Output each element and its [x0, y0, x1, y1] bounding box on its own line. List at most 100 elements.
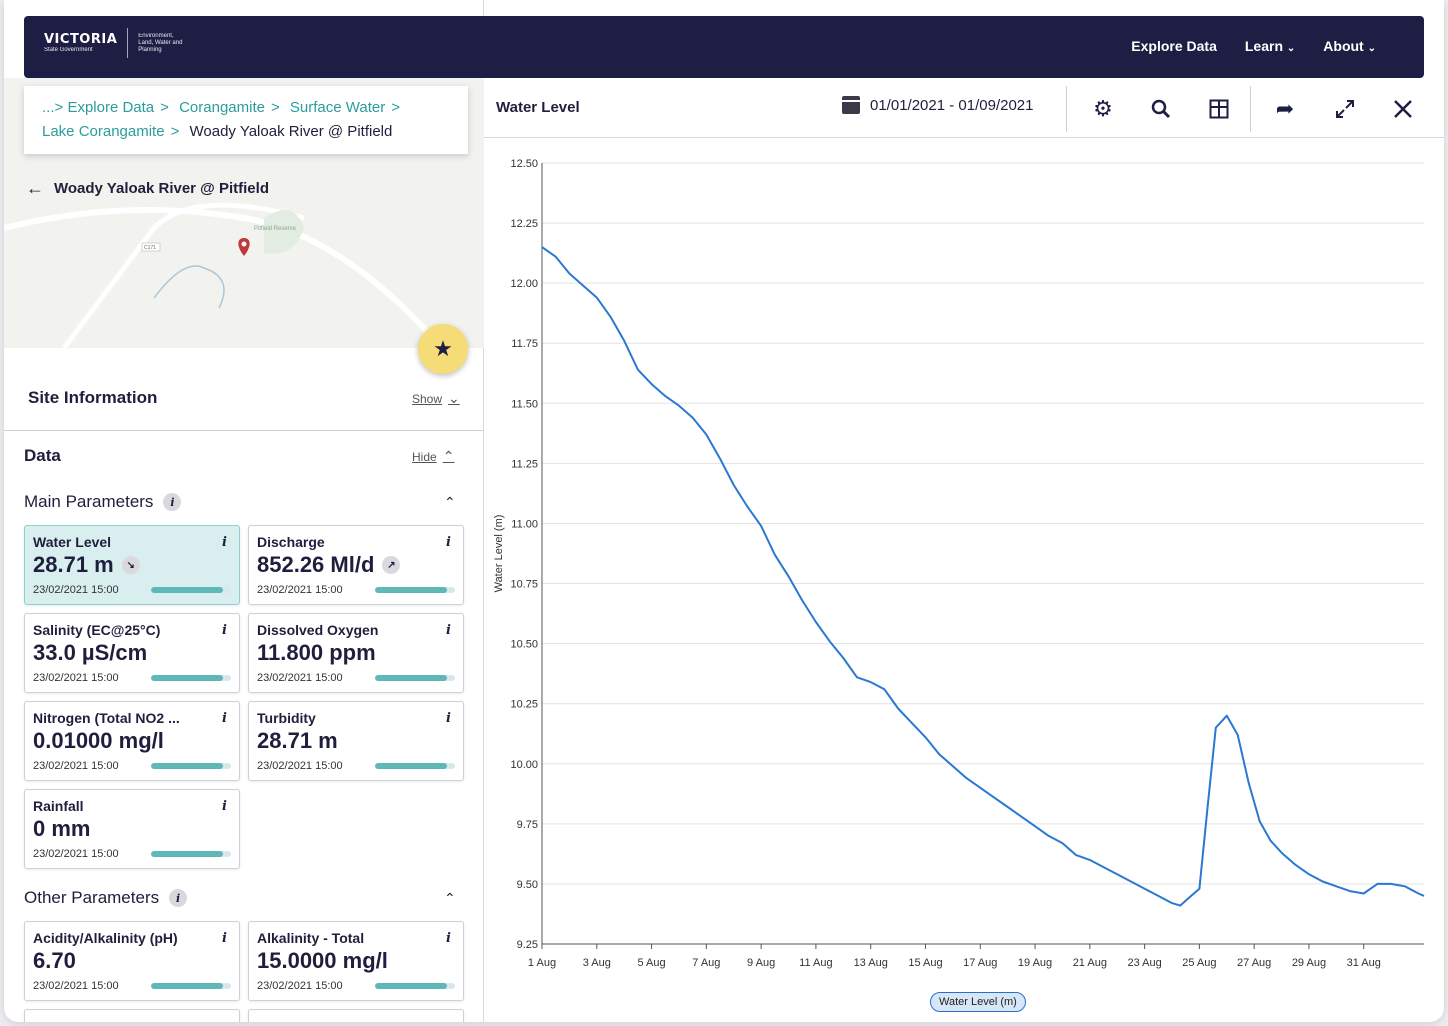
breadcrumb-item-explore-data[interactable]: Explore Data: [67, 99, 155, 116]
param-timestamp: 23/02/2021 15:00: [257, 760, 343, 772]
chevron-down-icon: ⌄: [1286, 43, 1296, 54]
y-tick-label: 9.25: [517, 939, 538, 951]
brand-department: Environment, Land, Water and Planning: [138, 32, 183, 53]
param-card-discharge[interactable]: Discharge i 852.26 Ml/d ↗ 23/02/2021 15:0…: [248, 525, 464, 605]
param-value: 15.0000 mg/l: [257, 948, 388, 973]
param-timestamp: 23/02/2021 15:00: [33, 584, 119, 596]
param-name: Alkalinity - Total: [257, 930, 365, 946]
x-tick-label: 23 Aug: [1127, 957, 1161, 969]
param-name: Acidity/Alkalinity (pH): [33, 930, 178, 946]
param-card-rainfall[interactable]: Rainfall i 0 mm 23/02/2021 15:00: [24, 789, 240, 869]
info-icon[interactable]: i: [446, 535, 451, 550]
param-progress-bar: [375, 587, 455, 593]
param-progress-bar: [151, 763, 231, 769]
other-parameters-collapse-chevron-icon[interactable]: ⌃: [444, 890, 456, 906]
breadcrumb-item-lake-corangamite[interactable]: Lake Corangamite: [42, 123, 165, 140]
info-icon[interactable]: i: [222, 931, 227, 946]
param-card-alkalinity[interactable]: Alkalinity - Total i 15.0000 mg/l 23/02/…: [248, 921, 464, 1001]
y-tick-label: 10.75: [510, 579, 538, 591]
param-timestamp: 23/02/2021 15:00: [33, 980, 119, 992]
show-link[interactable]: Show: [412, 391, 443, 406]
breadcrumb-ellipsis[interactable]: ...>: [42, 99, 64, 116]
breadcrumb-current: Woady Yaloak River @ Pitfield: [189, 123, 393, 140]
settings-gear-icon[interactable]: ⚙: [1093, 96, 1113, 121]
param-value: 0.01000 mg/l: [33, 728, 164, 753]
share-arrow-icon[interactable]: ➦: [1275, 96, 1295, 121]
victoria-logo[interactable]: VICTORIA State Government Environment, L…: [44, 28, 190, 58]
param-timestamp: 23/02/2021 15:00: [257, 584, 343, 596]
info-icon[interactable]: i: [163, 493, 182, 511]
y-tick-label: 9.75: [517, 819, 538, 831]
nav-about[interactable]: About ⌄: [1323, 38, 1376, 54]
info-icon[interactable]: i: [222, 799, 227, 814]
param-name: Salinity (EC@25°C): [33, 622, 161, 638]
param-card-dissolved-oxygen[interactable]: Dissolved Oxygen i 11.800 ppm 23/02/2021…: [248, 613, 464, 693]
param-card-water-level[interactable]: Water Level i 28.71 m ↘ 23/02/2021 15:00: [24, 525, 240, 605]
x-tick-label: 13 Aug: [854, 957, 888, 969]
x-tick-label: 7 Aug: [692, 957, 720, 969]
zoom-search-icon[interactable]: [1146, 94, 1176, 124]
y-tick-label: 10.50: [510, 639, 538, 651]
y-tick-label: 11.75: [511, 338, 538, 350]
map-road-label: C171: [144, 245, 156, 251]
left-panel: Pitfield Reserve C171 ...> Explore Data >…: [4, 0, 484, 1022]
x-tick-label: 25 Aug: [1182, 957, 1216, 969]
nav-explore-data[interactable]: Explore Data: [1131, 38, 1217, 54]
map-pin-icon[interactable]: [238, 238, 250, 256]
y-tick-label: 11.50: [511, 398, 538, 410]
info-icon[interactable]: i: [446, 623, 451, 638]
x-tick-label: 31 Aug: [1347, 957, 1381, 969]
site-information-toggle[interactable]: Show ⌄: [412, 390, 460, 407]
series-line-water-level: [541, 246, 1425, 907]
main-parameters-heading: Main Parameters i: [24, 492, 182, 512]
app-window: Pitfield Reserve C171 ...> Explore Data >…: [4, 0, 1444, 1022]
y-tick-label: 12.25: [510, 218, 538, 230]
x-tick-label: 27 Aug: [1237, 957, 1271, 969]
info-icon[interactable]: i: [222, 623, 227, 638]
param-card-partial[interactable]: [24, 1009, 240, 1022]
info-icon[interactable]: i: [446, 931, 451, 946]
site-header: ← Woady Yaloak River @ Pitfield: [26, 178, 269, 199]
star-icon: ★: [433, 336, 453, 361]
table-grid-icon[interactable]: [1204, 94, 1234, 124]
top-navigation-bar: VICTORIA State Government Environment, L…: [24, 16, 1424, 78]
favourite-button[interactable]: ★: [418, 324, 468, 374]
chart-title: Water Level: [496, 99, 580, 116]
breadcrumb-item-corangamite[interactable]: Corangamite: [179, 99, 265, 116]
expand-fullscreen-icon[interactable]: [1330, 94, 1360, 124]
water-level-chart[interactable]: 12.50 12.25 12.00 11.75 11.50 11.25 11.00 10.75…: [484, 138, 1444, 1022]
info-icon[interactable]: i: [222, 711, 227, 726]
info-icon[interactable]: i: [446, 711, 451, 726]
main-parameters-title: Main Parameters: [24, 492, 154, 511]
param-card-turbidity[interactable]: Turbidity i 28.71 m 23/02/2021 15:00: [248, 701, 464, 781]
param-card-ph[interactable]: Acidity/Alkalinity (pH) i 6.70 23/02/202…: [24, 921, 240, 1001]
chevron-down-icon: ⌄: [1367, 43, 1376, 54]
param-card-salinity[interactable]: Salinity (EC@25°C) i 33.0 µS/cm 23/02/20…: [24, 613, 240, 693]
param-progress-bar: [375, 763, 455, 769]
param-value: 6.70: [33, 948, 76, 973]
hide-link[interactable]: Hide: [412, 449, 437, 464]
back-arrow-icon[interactable]: ←: [26, 178, 44, 198]
legend-item-water-level[interactable]: Water Level (m): [930, 992, 1026, 1012]
trend-down-icon: ↘: [121, 556, 140, 574]
param-name: Turbidity: [257, 710, 316, 726]
param-card-partial[interactable]: [248, 1009, 464, 1022]
x-tick-label: 1 Aug: [528, 957, 556, 969]
close-icon[interactable]: [1388, 94, 1418, 124]
param-card-nitrogen[interactable]: Nitrogen (Total NO2 ... i 0.01000 mg/l 2…: [24, 701, 240, 781]
date-range-picker[interactable]: 01/01/2021 - 01/09/2021: [842, 96, 1033, 114]
param-progress-bar: [151, 675, 231, 681]
breadcrumb: ...> Explore Data > Corangamite > Surface …: [24, 86, 468, 154]
x-tick-label: 19 Aug: [1018, 957, 1052, 969]
breadcrumb-item-surface-water[interactable]: Surface Water: [289, 99, 386, 116]
param-progress-bar: [375, 675, 455, 681]
calendar-icon: [842, 96, 860, 114]
info-icon[interactable]: i: [222, 535, 227, 550]
param-name: Rainfall: [33, 798, 84, 814]
info-icon[interactable]: i: [169, 889, 188, 907]
nav-learn[interactable]: Learn ⌄: [1245, 38, 1295, 54]
y-tick-label: 11.25: [511, 458, 538, 470]
data-toggle[interactable]: Hide ⌃: [412, 448, 454, 465]
param-progress-bar: [151, 983, 231, 989]
main-parameters-collapse-chevron-icon[interactable]: ⌃: [444, 494, 456, 510]
